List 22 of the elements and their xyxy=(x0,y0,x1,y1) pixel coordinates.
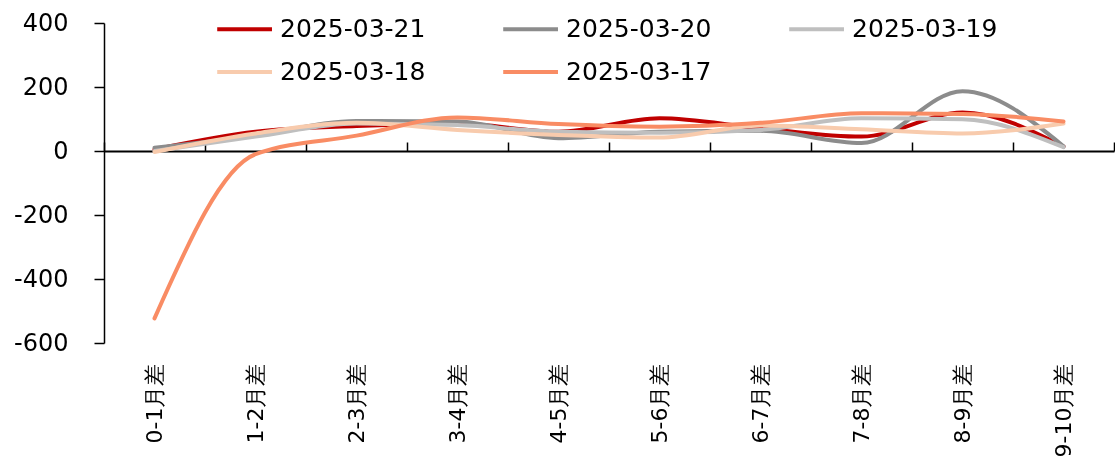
y-tick-label: -200 xyxy=(14,200,69,229)
x-tick-label: 1-2月差 xyxy=(242,363,268,444)
x-tick-label: 9-10月差 xyxy=(1050,363,1076,458)
legend-label: 2025-03-18 xyxy=(280,57,426,86)
legend-label: 2025-03-20 xyxy=(566,14,712,44)
y-tick-label: 200 xyxy=(22,72,69,101)
line-series xyxy=(152,111,1066,321)
y-tick-label: 0 xyxy=(53,136,69,165)
legend-label: 2025-03-21 xyxy=(280,14,426,44)
x-tick-label: 6-7月差 xyxy=(747,363,773,444)
x-tick-label: 0-1月差 xyxy=(141,363,167,444)
y-tick-label: 400 xyxy=(22,8,69,37)
x-tick-label: 4-5月差 xyxy=(545,363,571,444)
x-tick-label: 8-9月差 xyxy=(949,363,975,444)
y-tick-label: -600 xyxy=(14,328,69,357)
legend-label: 2025-03-19 xyxy=(852,14,998,44)
legend-label: 2025-03-17 xyxy=(566,57,712,86)
y-tick-label: -400 xyxy=(14,264,69,293)
x-tick-label: 2-3月差 xyxy=(343,363,369,444)
x-tick-label: 5-6月差 xyxy=(646,363,672,444)
x-tick-label: 3-4月差 xyxy=(444,363,470,444)
x-tick-label: 7-8月差 xyxy=(848,363,874,444)
